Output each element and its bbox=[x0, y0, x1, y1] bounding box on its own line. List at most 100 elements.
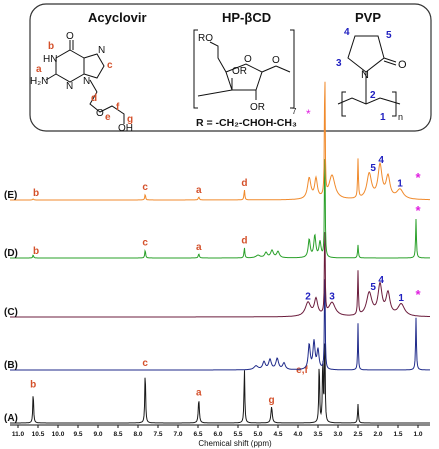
peak-annotation: c bbox=[142, 238, 148, 249]
acyclovir-h2n: H₂N bbox=[30, 76, 48, 87]
spectrum-e: (E) b c a d 54 1 * bbox=[4, 81, 430, 201]
x-tick-label: 1.5 bbox=[393, 431, 402, 438]
peak-annotation: d bbox=[241, 178, 247, 189]
hpbcd-subscript: 7 bbox=[292, 107, 297, 116]
left-link bbox=[197, 89, 233, 97]
hpbcd-bracket-left bbox=[193, 29, 198, 109]
spectrum-label: (E) bbox=[4, 190, 17, 201]
peak-annotation: c bbox=[142, 358, 148, 369]
hpbcd-or1: OR bbox=[232, 66, 247, 77]
peak-annotation: a bbox=[196, 387, 202, 398]
peak-marker bbox=[388, 295, 389, 296]
peak-marker bbox=[271, 407, 272, 408]
peak-marker bbox=[309, 345, 310, 346]
peak-marker bbox=[314, 342, 315, 343]
peak-marker bbox=[358, 273, 359, 274]
peak-annotation: b bbox=[30, 380, 36, 391]
spectrum-trace bbox=[10, 159, 430, 259]
peak-marker bbox=[309, 179, 310, 180]
peak-marker bbox=[145, 194, 146, 195]
pvp-bracket-right bbox=[392, 91, 397, 117]
pvp-structure bbox=[337, 35, 401, 117]
peak-annotation: a bbox=[196, 242, 202, 253]
proton-label-a: a bbox=[36, 64, 42, 75]
pvp-carbonyl bbox=[383, 57, 397, 63]
acyclovir-ether-o: O bbox=[96, 108, 104, 119]
pvp-label-5: 5 bbox=[386, 30, 392, 41]
pvp-label-4: 4 bbox=[344, 27, 350, 38]
spectrum-trace bbox=[10, 81, 430, 201]
peak-marker bbox=[380, 286, 381, 287]
peak-annotation: * bbox=[415, 287, 421, 302]
spectrum-label: (C) bbox=[4, 307, 18, 318]
hpbcd-o-bridge: O bbox=[272, 55, 280, 66]
n9-ch2-bond bbox=[89, 79, 98, 93]
peak-annotation: b bbox=[33, 188, 39, 199]
x-tick-label: 8.0 bbox=[133, 431, 142, 438]
spectrum-trace bbox=[10, 343, 430, 424]
acyclovir-n9: N bbox=[83, 76, 90, 87]
peak-marker bbox=[145, 249, 146, 250]
x-tick-label: 4.0 bbox=[293, 431, 302, 438]
pvp-o: O bbox=[398, 59, 407, 71]
imidazole-ring bbox=[83, 53, 105, 79]
peak-marker bbox=[314, 236, 315, 237]
hpbcd-ro: RO bbox=[198, 33, 213, 44]
x-tick-label: 10.0 bbox=[52, 431, 65, 438]
x-tick-label: 6.0 bbox=[213, 431, 222, 438]
peak-marker bbox=[244, 189, 245, 190]
x-tick-label: 1.0 bbox=[413, 431, 422, 438]
amino-bond bbox=[45, 73, 57, 81]
x-tick-label: 7.5 bbox=[153, 431, 162, 438]
peak-marker bbox=[258, 255, 259, 256]
peak-marker bbox=[198, 197, 199, 198]
peak-marker bbox=[380, 167, 381, 168]
peak-marker bbox=[388, 178, 389, 179]
x-tick-label: 3.0 bbox=[333, 431, 342, 438]
peak-marker bbox=[198, 253, 199, 254]
acyclovir-title: Acyclovir bbox=[88, 10, 147, 25]
peak-marker bbox=[332, 176, 333, 177]
x-tick-label: 8.5 bbox=[113, 431, 122, 438]
proton-label-f: f bbox=[116, 102, 120, 113]
peak-marker bbox=[332, 303, 333, 304]
x-tick-label: 9.0 bbox=[93, 431, 102, 438]
r-group-definition: R = -CH₂-CHOH-CH₃ bbox=[196, 117, 297, 129]
spectrum-c: (C) 2 3 54 1 * bbox=[4, 232, 430, 318]
x-tick-label: 6.5 bbox=[193, 431, 202, 438]
peak-annotation: * bbox=[415, 170, 421, 185]
peak-marker bbox=[369, 174, 370, 175]
peak-annotation: 1 bbox=[398, 293, 404, 304]
proton-label-e: e bbox=[105, 112, 111, 123]
spectrum-d: (D) b c a d * bbox=[4, 159, 430, 259]
peak-annotation: c bbox=[142, 182, 148, 193]
peak-marker bbox=[284, 363, 285, 364]
pvp-label-3: 3 bbox=[336, 58, 342, 69]
peak-marker bbox=[316, 300, 317, 301]
peak-marker bbox=[256, 366, 257, 367]
peak-marker bbox=[270, 360, 271, 361]
peak-marker bbox=[244, 368, 245, 369]
side-chain bbox=[89, 91, 125, 124]
x-tick-label: 9.5 bbox=[73, 431, 82, 438]
pvp-n: N bbox=[361, 69, 369, 81]
peak-annotation: 4 bbox=[378, 155, 384, 166]
spectrum-label: (B) bbox=[4, 360, 18, 371]
peak-annotation: d bbox=[241, 236, 247, 247]
x-tick-label: 5.0 bbox=[253, 431, 262, 438]
peak-annotation: g bbox=[269, 395, 275, 406]
pvp-carbonyl-double bbox=[383, 60, 397, 66]
peak-annotation: * bbox=[415, 203, 421, 218]
peak-marker bbox=[358, 245, 359, 246]
pvp-title: PVP bbox=[355, 10, 381, 25]
x-tick-label: 10.5 bbox=[32, 431, 45, 438]
peak-marker bbox=[358, 404, 359, 405]
acyclovir-o: O bbox=[66, 31, 74, 42]
spectrum-b: (B) bbox=[4, 279, 430, 371]
pyrrolidone-ring bbox=[347, 35, 385, 73]
hpbcd-title: HP-βCD bbox=[222, 10, 271, 25]
acyclovir-n3: N bbox=[66, 81, 73, 92]
peak-annotation: 5 bbox=[370, 163, 376, 174]
